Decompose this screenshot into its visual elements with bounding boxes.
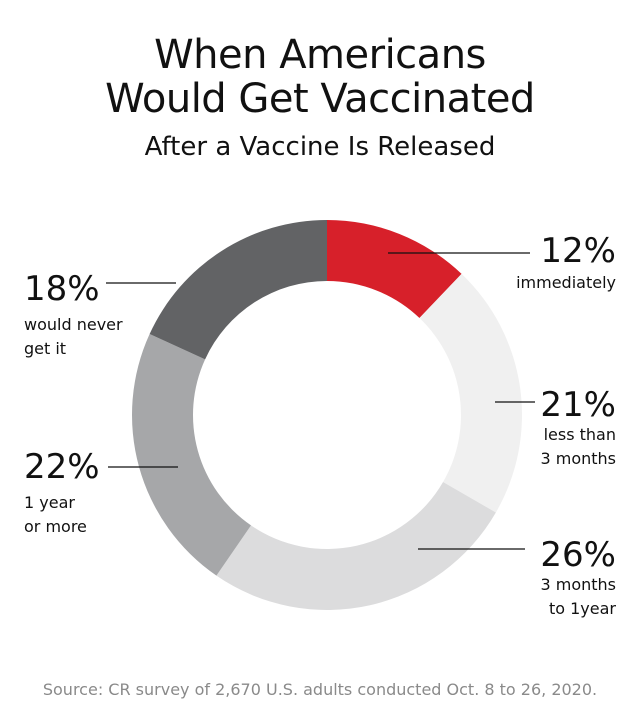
- chart-title-line-2: Would Get Vaccinated: [105, 76, 535, 122]
- slice-percent-label-4: 22%: [24, 447, 100, 487]
- chart-title-line-1: When Americans: [154, 32, 486, 78]
- donut-slice-1: [327, 220, 462, 319]
- donut-slice-2: [419, 273, 522, 513]
- donut-slice-4: [131, 333, 252, 576]
- chart-subtitle: After a Vaccine Is Released: [144, 132, 496, 162]
- slice-category-label-3: 3 months: [540, 575, 616, 594]
- slice-category-label-3: to 1year: [549, 599, 616, 618]
- slice-category-label-5: get it: [24, 339, 66, 358]
- slice-percent-label-3: 26%: [540, 535, 616, 575]
- donut-slice-3: [216, 482, 496, 610]
- source-note: Source: CR survey of 2,670 U.S. adults c…: [42, 680, 598, 699]
- slice-category-label-1: immediately: [516, 273, 616, 292]
- slice-percent-label-1: 12%: [540, 231, 616, 271]
- slice-category-label-2: 3 months: [540, 449, 616, 468]
- slice-category-label-4: 1 year: [24, 493, 75, 512]
- slice-percent-label-2: 21%: [540, 385, 616, 425]
- donut-slice-5: [149, 220, 327, 360]
- slice-category-label-4: or more: [24, 517, 87, 536]
- slice-category-label-2: less than: [544, 425, 616, 444]
- slice-category-label-5: would never: [24, 315, 123, 334]
- slice-percent-label-5: 18%: [24, 269, 100, 309]
